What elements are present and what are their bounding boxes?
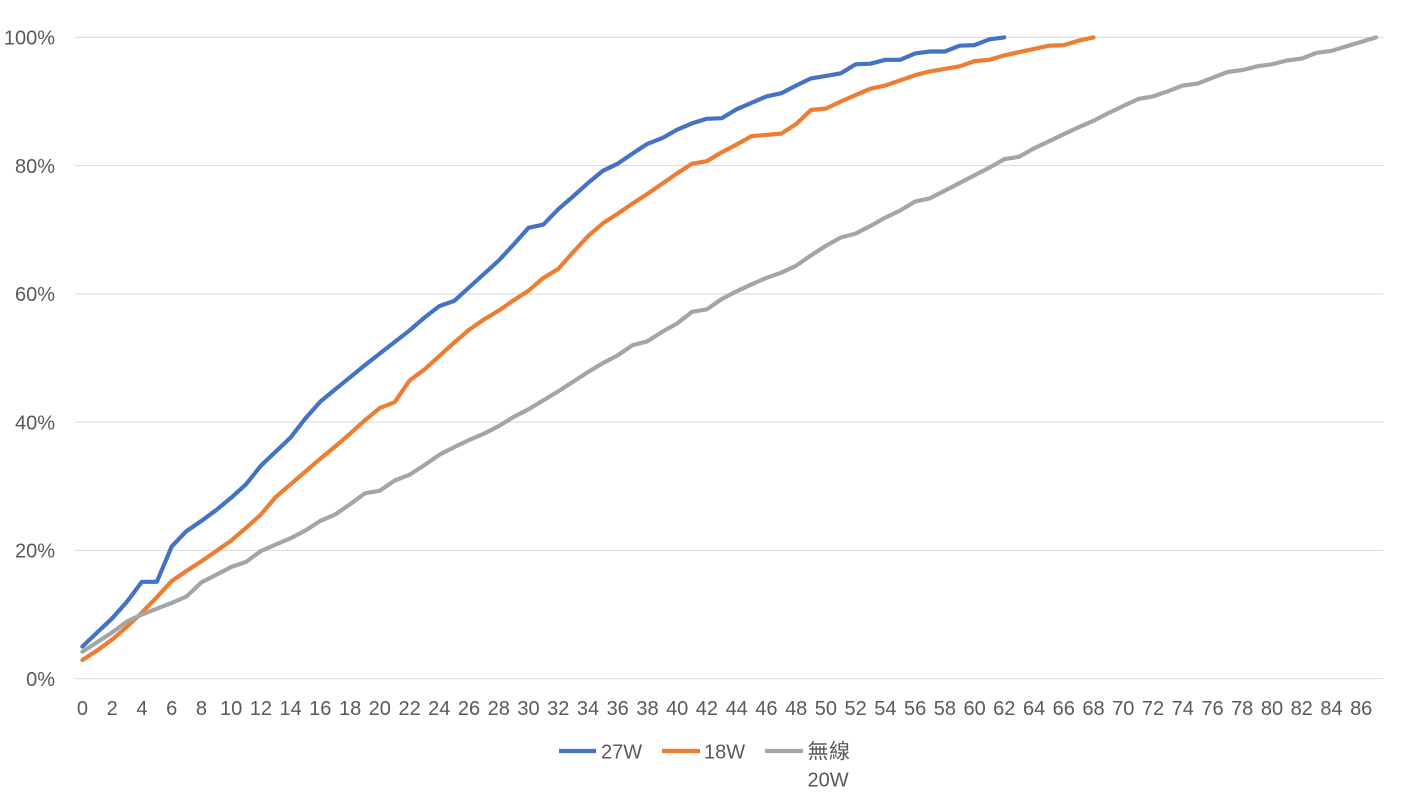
svg-text:40: 40 (666, 698, 688, 720)
svg-text:36: 36 (607, 698, 629, 720)
svg-text:84: 84 (1320, 698, 1342, 720)
svg-text:16: 16 (309, 698, 331, 720)
svg-text:30: 30 (517, 698, 539, 720)
svg-text:68: 68 (1082, 698, 1104, 720)
svg-text:2: 2 (107, 698, 118, 720)
svg-text:0: 0 (77, 698, 88, 720)
svg-text:80: 80 (1261, 698, 1283, 720)
svg-text:20W: 20W (808, 770, 849, 792)
svg-text:26: 26 (458, 698, 480, 720)
svg-text:27W: 27W (601, 742, 642, 764)
svg-text:86: 86 (1350, 698, 1372, 720)
svg-text:60: 60 (963, 698, 985, 720)
svg-text:100%: 100% (4, 28, 55, 50)
svg-text:62: 62 (993, 698, 1015, 720)
svg-text:58: 58 (934, 698, 956, 720)
svg-text:24: 24 (428, 698, 450, 720)
svg-text:60%: 60% (15, 284, 55, 306)
svg-text:66: 66 (1053, 698, 1075, 720)
svg-text:32: 32 (547, 698, 569, 720)
svg-text:78: 78 (1231, 698, 1253, 720)
svg-text:28: 28 (488, 698, 510, 720)
svg-text:10: 10 (220, 698, 242, 720)
svg-text:14: 14 (279, 698, 301, 720)
svg-text:6: 6 (166, 698, 177, 720)
svg-text:8: 8 (196, 698, 207, 720)
svg-text:52: 52 (844, 698, 866, 720)
svg-text:20%: 20% (15, 541, 55, 563)
svg-text:18W: 18W (704, 742, 745, 764)
svg-text:48: 48 (785, 698, 807, 720)
svg-text:44: 44 (726, 698, 748, 720)
svg-text:82: 82 (1291, 698, 1313, 720)
svg-text:0%: 0% (26, 669, 55, 691)
svg-text:54: 54 (874, 698, 896, 720)
svg-text:38: 38 (636, 698, 658, 720)
svg-text:50: 50 (815, 698, 837, 720)
svg-text:70: 70 (1112, 698, 1134, 720)
svg-text:74: 74 (1172, 698, 1194, 720)
svg-text:76: 76 (1201, 698, 1223, 720)
svg-text:22: 22 (398, 698, 420, 720)
svg-text:46: 46 (755, 698, 777, 720)
svg-text:34: 34 (577, 698, 599, 720)
svg-text:20: 20 (369, 698, 391, 720)
svg-text:18: 18 (339, 698, 361, 720)
svg-text:64: 64 (1023, 698, 1045, 720)
svg-text:4: 4 (136, 698, 147, 720)
svg-text:40%: 40% (15, 412, 55, 434)
svg-text:80%: 80% (15, 156, 55, 178)
svg-text:56: 56 (904, 698, 926, 720)
svg-text:42: 42 (696, 698, 718, 720)
svg-text:12: 12 (250, 698, 272, 720)
svg-text:72: 72 (1142, 698, 1164, 720)
